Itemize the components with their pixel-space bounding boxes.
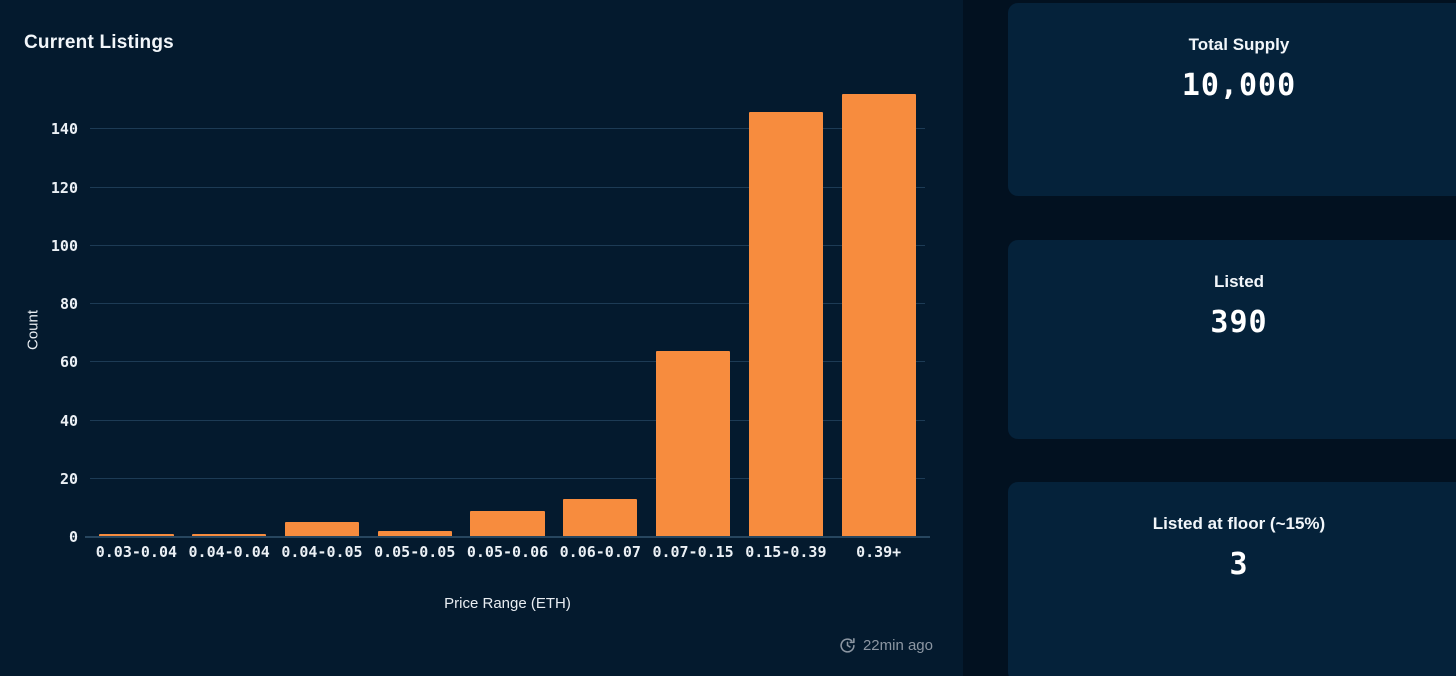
last-updated-text: 22min ago [862, 637, 933, 654]
y-axis-ticks: 0 20 40 60 80 100 120 140 [0, 71, 78, 546]
bar-0.15-0.39[interactable] [748, 111, 823, 537]
bar-column [739, 71, 832, 537]
x-tick-label: 0.03-0.04 [95, 543, 178, 561]
y-tick-label: 20 [59, 469, 78, 488]
gridline [90, 128, 925, 130]
x-tick-label: 0.39+ [856, 543, 902, 561]
bar-column [461, 71, 554, 537]
bar-column [183, 71, 276, 537]
y-tick-label: 140 [50, 120, 78, 139]
bar-0.05-0.06[interactable] [470, 510, 545, 537]
y-tick-label: 80 [59, 295, 78, 313]
stat-card-value: 390 [1210, 305, 1268, 340]
bar-0.07-0.15[interactable] [655, 350, 731, 537]
bar-0.03-0.04[interactable] [99, 534, 174, 537]
y-tick-label: 0 [68, 528, 78, 546]
y-tick-label: 60 [59, 353, 78, 372]
x-axis-title: Price Range (ETH) [444, 595, 571, 612]
gridline [90, 303, 925, 304]
bar-column [647, 71, 740, 537]
x-tick-label: 0.05-0.05 [374, 543, 456, 561]
y-tick-label: 120 [50, 178, 78, 197]
bar-column [90, 71, 183, 537]
bars-container [90, 71, 925, 537]
gridline [90, 186, 925, 188]
x-tick-label: 0.04-0.05 [281, 543, 363, 561]
x-tick-label: 0.06-0.07 [559, 543, 641, 561]
stat-card-value: 3 [1229, 547, 1249, 582]
chart-title: Current Listings [24, 32, 174, 53]
bar-column [832, 71, 925, 537]
history-clock-icon [840, 637, 855, 653]
bar-0.39+[interactable] [841, 94, 916, 537]
gridline [90, 361, 925, 363]
stat-card-label: Listed at floor (~15%) [1152, 514, 1326, 533]
bar-0.04-0.04[interactable] [192, 534, 267, 537]
bar-column [554, 71, 647, 537]
x-tick-label: 0.05-0.06 [466, 543, 549, 561]
x-tick-label: 0.04-0.04 [188, 543, 270, 561]
bar-0.04-0.05[interactable] [284, 522, 360, 537]
x-tick-label: 0.15-0.39 [745, 543, 827, 561]
stat-card-label: Listed [1213, 272, 1265, 291]
stat-card: Listed at floor (~15%) 3 [1008, 482, 1456, 676]
stat-card: Total Supply 10,000 [1008, 3, 1456, 196]
bar-0.05-0.05[interactable] [377, 531, 452, 537]
stats-column: Total Supply 10,000 Listed 390 Listed at flo… [1008, 0, 1456, 676]
last-updated: 22min ago [839, 637, 933, 654]
bar-column [276, 71, 369, 537]
stat-card-value: 10,000 [1181, 68, 1297, 103]
y-tick-label: 40 [59, 411, 78, 430]
bar-column [368, 71, 461, 537]
plot-area [85, 71, 930, 538]
stat-card-label: Total Supply [1188, 35, 1290, 54]
gridline [90, 419, 925, 421]
x-axis-line [85, 536, 930, 538]
x-tick-label: 0.07-0.15 [652, 543, 734, 561]
stat-card: Listed 390 [1008, 240, 1456, 439]
gridline [90, 244, 925, 246]
gridline [90, 477, 925, 479]
listings-chart-panel: Current Listings Count 0 20 40 60 80 100 120 14… [0, 0, 963, 676]
bar-0.06-0.07[interactable] [563, 499, 638, 537]
x-axis-ticks: 0.03-0.04 0.04-0.04 0.04-0.05 0.05-0.05 0.05… [90, 543, 925, 561]
y-tick-label: 100 [50, 236, 78, 255]
